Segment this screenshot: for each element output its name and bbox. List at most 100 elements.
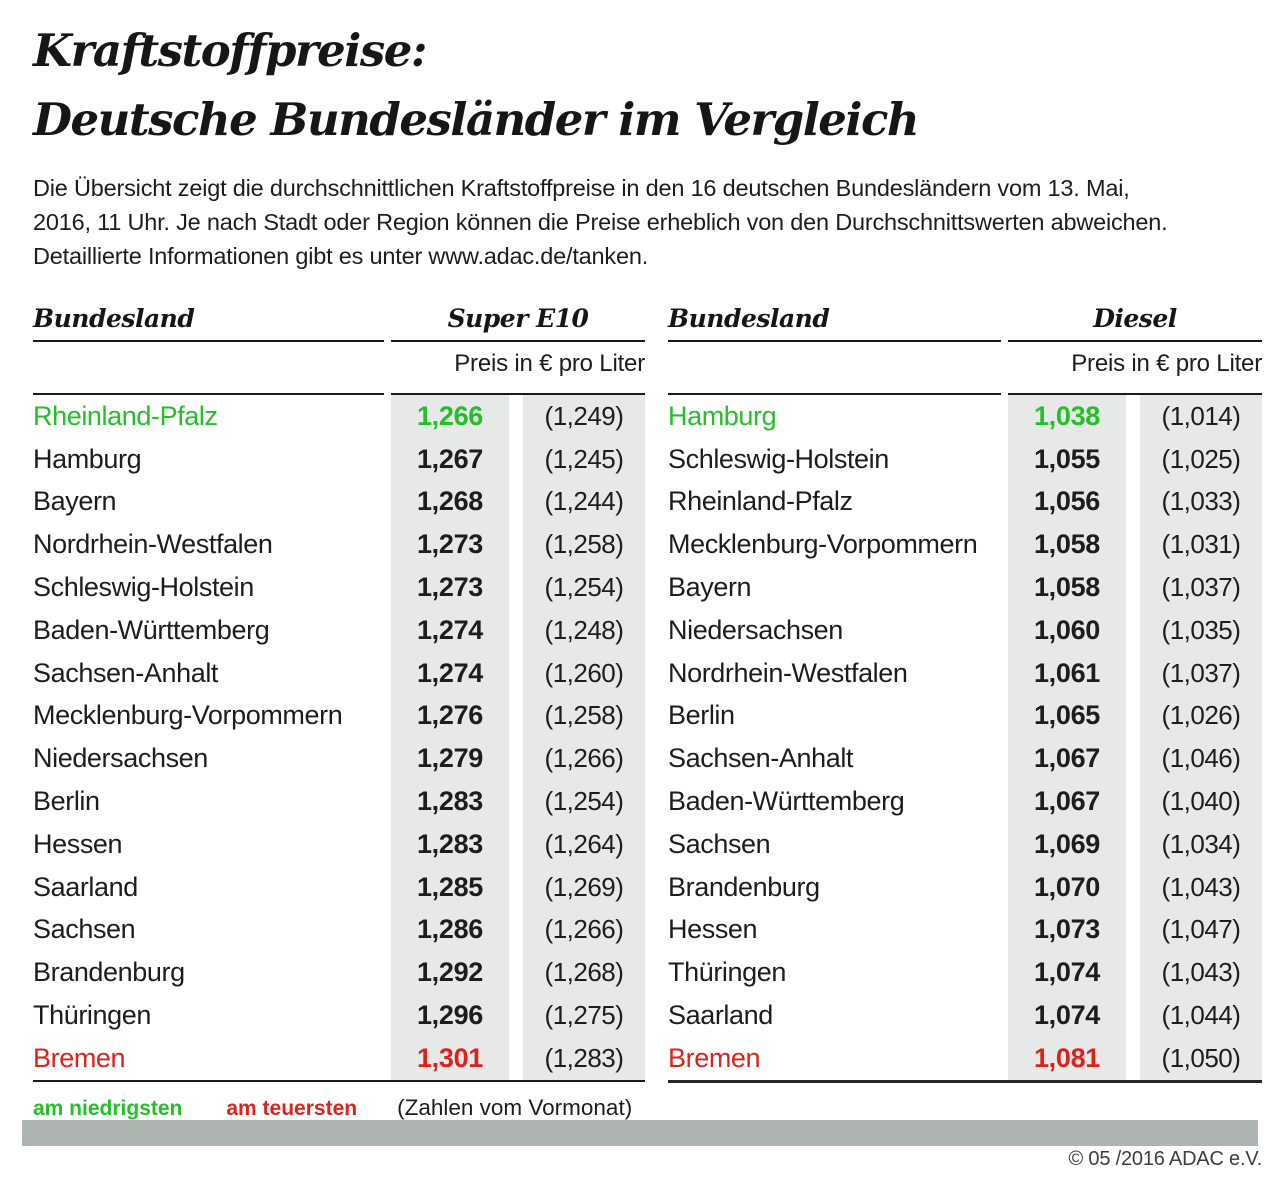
price-previous-month: (1,044) — [1140, 994, 1262, 1037]
table-body: Rheinland-Pfalz 1,266 (1,249) Hamburg 1,267 (… — [33, 395, 645, 1080]
state-name: Sachsen-Anhalt — [33, 657, 219, 688]
table-row: Sachsen 1,069 (1,034) — [668, 822, 1262, 866]
legend-previous-month-note: (Zahlen vom Vormonat) — [397, 1094, 633, 1120]
column-gap — [1126, 695, 1140, 738]
title-line-2: Deutsche Bundesländer im Vergleich — [33, 93, 920, 146]
subheader-divider — [33, 393, 645, 395]
table-row: Hamburg 1,267 (1,245) — [33, 437, 645, 481]
state-name: Hessen — [668, 914, 758, 945]
price-current: 1,055 — [1008, 437, 1126, 481]
table-row: Thüringen 1,296 (1,275) — [33, 994, 645, 1037]
table-row: Mecklenburg-Vorpommern 1,058 (1,031) — [668, 523, 1262, 567]
page-title: Kraftstoffpreise: Deutsche Bundesländer … — [33, 16, 1262, 154]
table-header-row: Bundesland Super E10 — [33, 295, 645, 333]
column-gap — [509, 866, 523, 909]
state-name: Saarland — [33, 871, 138, 902]
state-name: Sachsen — [668, 828, 771, 859]
price-previous-month: (1,249) — [523, 395, 645, 438]
column-gap — [1126, 523, 1140, 566]
price-previous-month: (1,254) — [523, 780, 645, 823]
price-current: 1,296 — [391, 994, 509, 1037]
state-name: Sachsen-Anhalt — [668, 743, 854, 774]
table-row: Saarland 1,285 (1,269) — [33, 865, 645, 909]
price-current: 1,056 — [1008, 480, 1126, 524]
column-gap — [509, 609, 523, 652]
price-current: 1,081 — [1008, 1036, 1126, 1080]
price-previous-month: (1,050) — [1140, 1036, 1262, 1080]
table-row: Berlin 1,065 (1,026) — [668, 694, 1262, 738]
price-previous-month: (1,266) — [523, 737, 645, 781]
price-current: 1,273 — [391, 523, 509, 567]
price-current: 1,069 — [1008, 822, 1126, 866]
state-name: Rheinland-Pfalz — [33, 400, 218, 431]
price-current: 1,301 — [391, 1036, 509, 1080]
table-header-row: Bundesland Diesel — [668, 295, 1262, 333]
state-name: Niedersachsen — [33, 743, 208, 774]
legend: am niedrigsten am teuersten (Zahlen vom … — [33, 1095, 1262, 1121]
footer-bar — [22, 1120, 1258, 1146]
column-gap — [1126, 737, 1140, 780]
price-previous-month: (1,258) — [523, 523, 645, 567]
column-gap — [1126, 481, 1140, 524]
price-current: 1,266 — [391, 395, 509, 438]
table-row: Baden-Württemberg 1,067 (1,040) — [668, 780, 1262, 823]
table-row: Bremen 1,081 (1,050) — [668, 1036, 1262, 1080]
price-previous-month: (1,043) — [1140, 865, 1262, 909]
price-previous-month: (1,269) — [523, 865, 645, 909]
column-header-bundesland: Bundesland — [668, 304, 830, 333]
table-bottom-border — [668, 1079, 1262, 1083]
legend-lowest: am niedrigsten — [33, 1096, 183, 1120]
state-name: Thüringen — [33, 1000, 151, 1031]
table-row: Thüringen 1,074 (1,043) — [668, 951, 1262, 995]
state-name: Hessen — [33, 828, 123, 859]
column-header-super-e10: Super E10 — [447, 304, 589, 333]
state-name: Mecklenburg-Vorpommern — [33, 700, 343, 731]
state-name: Schleswig-Holstein — [33, 572, 254, 603]
price-current: 1,061 — [1008, 651, 1126, 695]
state-name: Niedersachsen — [668, 614, 843, 645]
column-gap — [1126, 438, 1140, 481]
price-current: 1,285 — [391, 865, 509, 909]
intro-text: Die Übersicht zeigt die durchschnittlich… — [33, 171, 1262, 273]
price-previous-month: (1,260) — [523, 651, 645, 695]
table-row: Hessen 1,073 (1,047) — [668, 908, 1262, 952]
column-gap — [509, 566, 523, 609]
price-previous-month: (1,026) — [1140, 694, 1262, 738]
column-header-diesel: Diesel — [1093, 304, 1177, 333]
table-row: Sachsen-Anhalt 1,067 (1,046) — [668, 737, 1262, 781]
price-previous-month: (1,275) — [523, 994, 645, 1037]
price-previous-month: (1,025) — [1140, 437, 1262, 481]
state-name: Hamburg — [33, 443, 142, 474]
table-row: Brandenburg 1,070 (1,043) — [668, 865, 1262, 909]
price-previous-month: (1,037) — [1140, 566, 1262, 609]
price-previous-month: (1,264) — [523, 822, 645, 866]
state-name: Nordrhein-Westfalen — [668, 657, 908, 688]
table-row: Hamburg 1,038 (1,014) — [668, 395, 1262, 438]
column-header-bundesland: Bundesland — [33, 304, 195, 333]
column-gap — [1126, 1037, 1140, 1080]
column-gap — [509, 695, 523, 738]
price-current: 1,283 — [391, 822, 509, 866]
column-gap — [1126, 566, 1140, 609]
column-gap — [509, 652, 523, 695]
table-bottom-border — [33, 1079, 645, 1082]
column-gap — [509, 780, 523, 823]
table-row: Berlin 1,283 (1,254) — [33, 780, 645, 823]
price-current: 1,273 — [391, 566, 509, 609]
table-row: Bayern 1,268 (1,244) — [33, 480, 645, 524]
intro-line: Detaillierte Informationen gibt es unter… — [33, 243, 649, 269]
price-current: 1,073 — [1008, 908, 1126, 952]
price-current: 1,067 — [1008, 780, 1126, 823]
legend-highest: am teuersten — [226, 1096, 358, 1120]
table-row: Niedersachsen 1,060 (1,035) — [668, 608, 1262, 652]
column-gap — [1126, 951, 1140, 994]
unit-header: Preis in € pro Liter — [1071, 350, 1262, 377]
header-divider — [668, 340, 1262, 342]
state-name: Berlin — [33, 786, 100, 817]
price-current: 1,267 — [391, 437, 509, 481]
state-name: Mecklenburg-Vorpommern — [668, 529, 978, 560]
column-gap — [1126, 780, 1140, 823]
state-name: Brandenburg — [33, 957, 185, 988]
table-row: Niedersachsen 1,279 (1,266) — [33, 737, 645, 781]
state-name: Sachsen — [33, 914, 136, 945]
